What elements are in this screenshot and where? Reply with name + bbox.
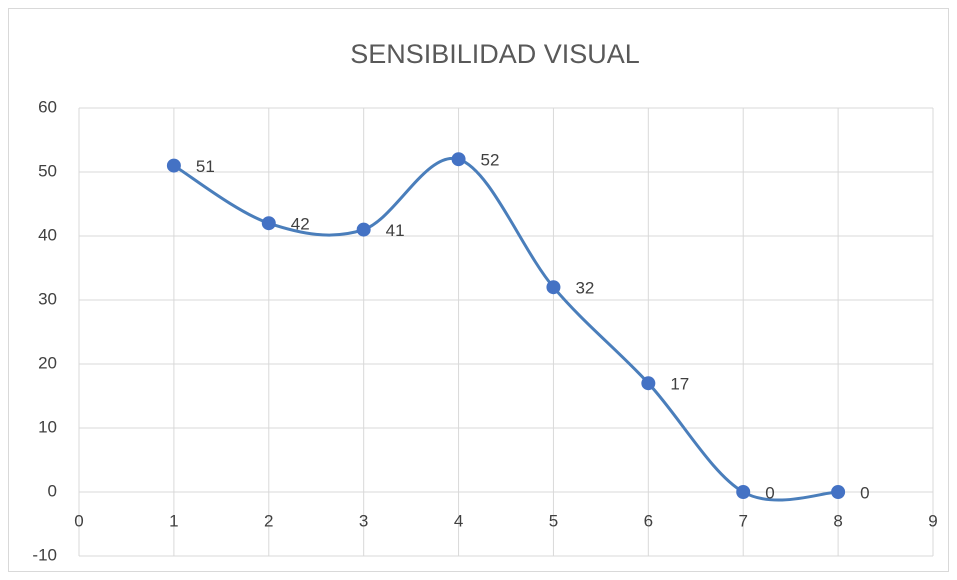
y-tick-label: -10 [32, 545, 57, 564]
x-tick-label: 1 [169, 511, 178, 530]
y-tick-label: 0 [48, 481, 57, 500]
x-tick-label: 5 [549, 511, 558, 530]
marker [641, 376, 656, 391]
marker [831, 485, 846, 499]
data-label: 51 [196, 157, 215, 176]
x-tick-label: 4 [454, 511, 463, 530]
y-tick-label: 10 [38, 417, 57, 436]
x-tick-label: 0 [74, 511, 83, 530]
data-label: 52 [481, 151, 500, 170]
marker [261, 216, 276, 231]
data-label: 17 [670, 375, 689, 394]
x-tick-label: 2 [264, 511, 273, 530]
data-label: 0 [860, 483, 869, 502]
x-tick-label: 3 [359, 511, 368, 530]
chart-border [8, 8, 949, 572]
y-tick-label: 60 [38, 97, 57, 116]
y-tick-label: 30 [38, 289, 57, 308]
marker [356, 222, 371, 237]
data-label: 0 [765, 483, 774, 502]
data-label: 32 [575, 279, 594, 298]
chart-title: SENSIBILIDAD VISUAL [350, 39, 640, 69]
marker [166, 158, 181, 173]
x-tick-label: 7 [738, 511, 747, 530]
x-tick-label: 9 [928, 511, 937, 530]
y-tick-label: 20 [38, 353, 57, 372]
y-tick-label: 40 [38, 225, 57, 244]
marker [736, 485, 751, 499]
series-line [173, 156, 839, 502]
marker [546, 280, 561, 295]
data-label: 42 [291, 215, 310, 234]
marker [451, 152, 466, 167]
y-tick-label: 50 [38, 161, 57, 180]
data-label: 41 [386, 221, 405, 240]
x-tick-label: 6 [644, 511, 653, 530]
x-tick-label: 8 [833, 511, 842, 530]
